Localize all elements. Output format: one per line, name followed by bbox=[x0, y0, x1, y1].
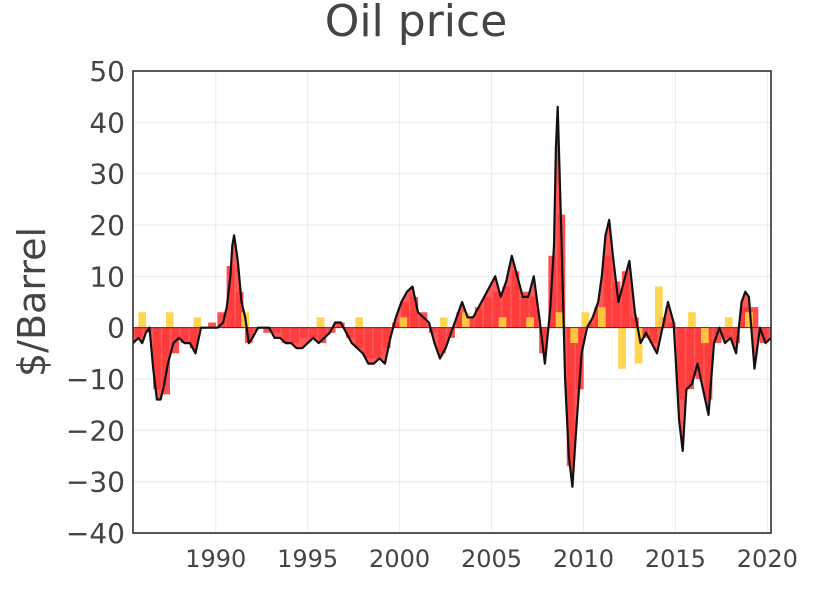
red-bar bbox=[474, 307, 483, 328]
y-tick-label: −10 bbox=[66, 363, 125, 396]
red-bar bbox=[290, 327, 299, 344]
y-tick-label: −40 bbox=[66, 517, 125, 550]
red-bar bbox=[226, 266, 235, 328]
red-bar bbox=[401, 302, 409, 328]
yellow-bar bbox=[526, 317, 535, 328]
red-bar bbox=[235, 291, 244, 328]
red-bar bbox=[631, 317, 639, 328]
y-tick-label: −20 bbox=[66, 414, 125, 447]
red-bar bbox=[364, 327, 373, 359]
yellow-bar bbox=[193, 317, 202, 328]
red-bar bbox=[502, 286, 511, 328]
red-bar bbox=[263, 327, 272, 333]
red-bar bbox=[603, 255, 612, 328]
yellow-bar bbox=[399, 317, 408, 328]
y-tick-label: 50 bbox=[89, 55, 125, 88]
red-bar bbox=[208, 322, 216, 328]
red-bar bbox=[419, 312, 428, 328]
red-bar bbox=[695, 327, 704, 379]
yellow-bar bbox=[555, 312, 564, 328]
red-bar bbox=[392, 322, 400, 328]
yellow-bar bbox=[581, 312, 590, 328]
red-bar bbox=[244, 327, 253, 344]
x-tick-label: 1995 bbox=[277, 545, 338, 573]
red-bar bbox=[511, 271, 520, 328]
red-bar bbox=[686, 327, 694, 390]
yellow-bar bbox=[355, 317, 364, 328]
red-bar bbox=[483, 296, 492, 328]
red-bar bbox=[281, 327, 290, 344]
red-bar bbox=[640, 327, 648, 338]
red-bar bbox=[300, 327, 308, 338]
plot-area bbox=[132, 105, 772, 488]
yellow-bar bbox=[634, 327, 643, 364]
red-bar bbox=[309, 327, 318, 338]
red-bar bbox=[677, 327, 685, 400]
yellow-bar bbox=[688, 312, 696, 328]
yellow-bar bbox=[597, 307, 606, 328]
red-bar bbox=[373, 327, 382, 359]
red-bar bbox=[649, 327, 658, 344]
x-tick-label: 2010 bbox=[553, 545, 614, 573]
x-tick-label: 2005 bbox=[461, 545, 522, 573]
yellow-bar bbox=[618, 327, 626, 369]
yellow-bar bbox=[745, 312, 753, 328]
red-bar bbox=[575, 327, 584, 390]
red-bar bbox=[456, 312, 465, 328]
red-bar bbox=[732, 327, 740, 344]
red-bar bbox=[355, 327, 364, 349]
red-bar bbox=[428, 327, 437, 333]
red-bar bbox=[189, 327, 198, 349]
red-bar bbox=[410, 296, 419, 328]
yellow-bar bbox=[498, 317, 507, 328]
red-bar bbox=[520, 291, 529, 328]
x-tick-label: 1990 bbox=[185, 545, 246, 573]
red-bar bbox=[318, 327, 327, 344]
red-bar bbox=[493, 291, 501, 328]
x-tick-label: 2015 bbox=[645, 545, 706, 573]
yellow-bar bbox=[138, 312, 147, 328]
yellow-bar bbox=[165, 312, 174, 328]
red-bar bbox=[723, 327, 731, 338]
red-bar bbox=[346, 327, 354, 338]
red-bar bbox=[134, 327, 143, 338]
red-bar bbox=[529, 296, 538, 328]
x-tick-label: 2020 bbox=[737, 545, 798, 573]
yellow-bar bbox=[439, 317, 448, 328]
yellow-bar bbox=[700, 327, 709, 344]
yellow-bar bbox=[316, 317, 325, 328]
plot-frame bbox=[132, 70, 772, 534]
red-bar bbox=[667, 322, 676, 328]
x-tick-label: 2000 bbox=[369, 545, 430, 573]
red-bar bbox=[621, 271, 630, 328]
red-bar bbox=[336, 322, 345, 328]
chart-title: Oil price bbox=[325, 0, 508, 47]
red-bar bbox=[612, 281, 621, 328]
red-bar bbox=[217, 312, 226, 328]
y-tick-label: 20 bbox=[89, 209, 125, 242]
yellow-bar bbox=[724, 317, 733, 328]
red-bar bbox=[704, 327, 713, 400]
y-tick-label: −30 bbox=[66, 466, 125, 499]
yellow-bar bbox=[654, 286, 663, 328]
red-bar bbox=[438, 327, 446, 354]
red-bar bbox=[272, 327, 281, 333]
red-bar bbox=[162, 327, 170, 395]
red-bar bbox=[566, 327, 575, 467]
y-tick-label: 0 bbox=[107, 312, 125, 345]
yellow-bar bbox=[461, 312, 470, 328]
y-tick-label: 10 bbox=[89, 260, 125, 293]
y-tick-label: 40 bbox=[89, 106, 125, 139]
yellow-bar bbox=[570, 327, 579, 344]
price-line bbox=[132, 105, 772, 488]
red-bar bbox=[180, 327, 189, 344]
red-bar bbox=[382, 327, 391, 349]
y-axis-label: $/Barrel bbox=[10, 227, 54, 377]
y-tick-label: 30 bbox=[89, 158, 125, 191]
red-bar bbox=[750, 307, 759, 328]
red-bar bbox=[153, 327, 161, 390]
